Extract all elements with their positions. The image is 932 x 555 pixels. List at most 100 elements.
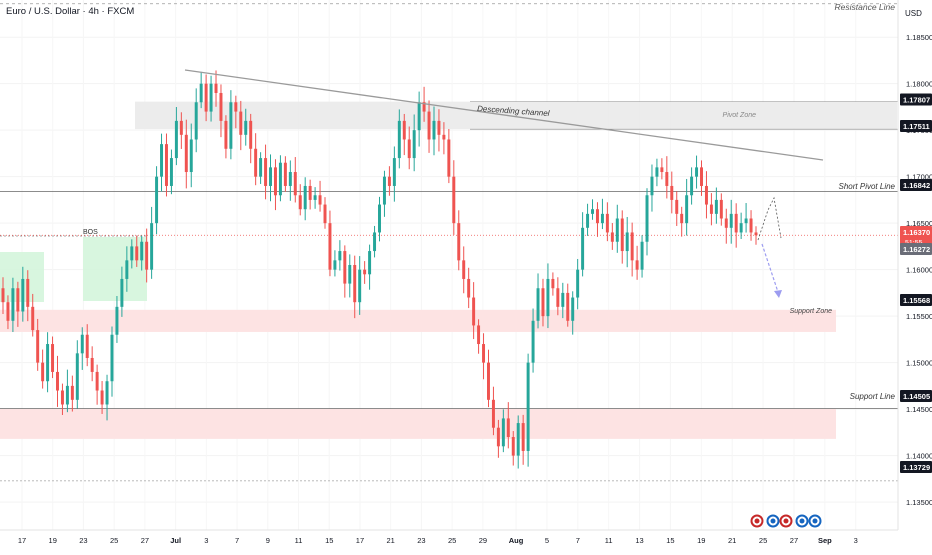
candle-body [392,158,396,186]
time-tick-label: 13 [635,536,643,545]
descending-channel-line [184,69,824,161]
candle-body [521,423,525,451]
candle-body [125,260,129,279]
time-tick-label: 7 [235,536,239,545]
price-label-text: 1.17807 [903,96,930,105]
candle-body [85,334,89,358]
candle-body [704,185,708,205]
price-tick-label: 1.18000 [906,80,932,89]
candle-body [472,297,476,326]
time-tick-label: 21 [728,536,736,545]
candle-body [179,120,183,135]
candle-body [541,288,545,317]
drawings [184,69,824,298]
candle-body [620,218,624,252]
candle-body [273,167,277,196]
candle-body [491,399,495,428]
time-tick-label: Sep [818,536,832,545]
candle-body [269,167,272,186]
candle-body [690,176,694,196]
economic-events[interactable] [750,514,822,528]
candle-body [80,334,84,354]
price-tick-label: 1.16500 [906,219,932,228]
economic-event-flag-core [770,518,776,524]
pivot-zone-label: Pivot Zone [723,112,757,119]
candle-body [665,172,669,186]
candle-body [155,176,159,224]
candle-body [110,334,114,382]
support-zone [0,309,836,332]
time-tick-label: 21 [387,536,395,545]
candle-body [6,302,10,321]
candle-body [600,213,604,224]
price-axis[interactable]: USD 1.185001.180001.175001.170001.165001… [897,0,932,530]
candle-body [501,418,505,447]
candle-body [412,130,416,159]
candle-body [278,162,282,196]
time-tick-label: 19 [697,536,705,545]
candle-body [130,246,134,261]
candle-body [714,199,718,214]
price-label-text: 1.14505 [903,392,930,401]
price-label-box [900,179,932,191]
candle-body [605,213,609,233]
candle-body [397,120,401,159]
candle-body [378,204,381,233]
candle-body [115,306,119,335]
candle-body [516,423,520,456]
time-tick-label: 9 [266,536,270,545]
candle-body [16,288,20,312]
candle-body [496,427,500,447]
candle-body [387,176,391,186]
price-tick-label: 1.15500 [906,312,932,321]
candle-body [169,158,173,186]
price-tick-label: 1.16000 [906,266,932,275]
candle-body [41,362,45,382]
candle-body [184,134,188,173]
candle-body [318,195,322,205]
candle-body [11,288,15,321]
time-tick-label: 15 [666,536,674,545]
price-tick-label: 1.14000 [906,452,932,461]
candle-body [259,158,263,177]
time-tick-label: 19 [49,536,57,545]
candles [1,70,758,469]
price-label-text: 1.15568 [903,296,930,305]
candle-body [551,278,555,289]
candle-body [353,265,357,303]
time-tick-label: 23 [417,536,425,545]
candle-body [506,418,510,438]
pivot-zone [135,101,897,130]
candle-body [140,241,144,261]
title-label: Euro / U.S. Dollar · 4h · FXCM [6,6,134,17]
time-tick-label: 17 [18,536,26,545]
projection-path-up [757,196,782,241]
candle-body [338,251,342,261]
candle-body [1,288,5,303]
candle-body [363,269,367,275]
candle-body [447,139,451,177]
candle-body [437,120,441,135]
candle-body [417,102,421,131]
candle-body [655,167,659,177]
price-tick-label: 1.14500 [906,405,932,414]
time-tick-label: 17 [356,536,364,545]
zones [0,101,897,439]
candle-body [561,292,565,307]
candle-body [239,111,243,135]
candle-body [739,223,743,233]
candle-body [595,209,599,224]
candle-body [670,185,674,200]
candle-body [610,232,614,242]
candle-body [556,288,560,307]
time-tick-label: 25 [448,536,456,545]
candle-body [135,246,139,261]
candle-body [120,278,124,307]
time-axis[interactable]: 17 19 23 25 27 Jul 3 7 9 11 15 17 21 23 25 29 Aug 5 7 11 13 1… [0,529,898,545]
candle-body [368,251,372,275]
price-tick-label: 1.15000 [906,359,932,368]
candle-body [75,353,79,400]
candle-body [254,148,258,177]
